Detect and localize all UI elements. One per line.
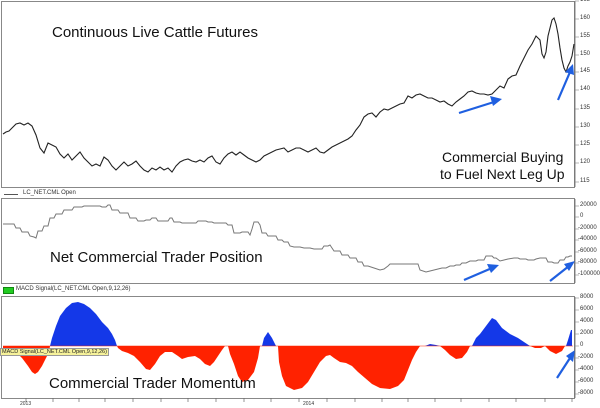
- position-legend-label: LC_NET.CML Open: [23, 190, 76, 196]
- y-tick-label: 120: [580, 159, 591, 165]
- y-tick-label: -20000: [578, 225, 597, 231]
- y-tick-label: 165: [580, 0, 591, 3]
- y-tick-label: -80000: [578, 259, 597, 265]
- arrow-icon: [549, 261, 575, 282]
- y-tick-label: -40000: [578, 236, 597, 242]
- y-tick-label: 0: [580, 213, 584, 219]
- y-tick-label: 160: [580, 15, 591, 21]
- y-tick-label: 2000: [580, 330, 594, 336]
- y-tick-label: 125: [580, 141, 591, 147]
- price-panel-title: Continuous Live Cattle Futures: [52, 24, 258, 41]
- price-y-axis: [574, 0, 579, 187]
- arrow-icon: [458, 96, 502, 115]
- price-panel-frame: [1, 1, 575, 188]
- position-panel-frame: [1, 198, 575, 284]
- position-panel-title: Net Commercial Trader Position: [50, 249, 263, 266]
- y-tick-label: -100000: [578, 271, 600, 277]
- y-tick-label: 145: [580, 68, 591, 74]
- y-tick-label: 20000: [580, 202, 597, 208]
- y-tick-label: -60000: [578, 248, 597, 254]
- x-axis: [25, 398, 573, 402]
- x-tick-label-2014: 2014: [303, 401, 315, 407]
- macd-legend-label: MACD Signal(LC_NET.CML Open,9,12,26): [16, 286, 131, 292]
- y-tick-label: 115: [580, 178, 590, 184]
- y-tick-label: 155: [580, 33, 591, 39]
- y-tick-label: -2000: [578, 354, 594, 360]
- price-annotation-line1: Commercial Buying: [442, 149, 564, 165]
- arrow-icon: [556, 350, 575, 379]
- macd-value-tag: MACD Signal(LC_NET.CML Open,9,12,26): [0, 348, 109, 356]
- macd-legend-swatch: [3, 287, 14, 294]
- arrow-icon: [556, 64, 574, 101]
- macd-panel-title: Commercial Trader Momentum: [49, 375, 256, 392]
- y-tick-label: -6000: [578, 378, 594, 384]
- y-tick-label: 140: [580, 86, 591, 92]
- position-legend-swatch: [4, 194, 18, 195]
- y-tick-label: 0: [580, 342, 584, 348]
- y-tick-label: 4000: [580, 318, 594, 324]
- arrow-icon: [463, 264, 499, 282]
- position-y-axis: [574, 199, 579, 283]
- y-tick-label: 130: [580, 123, 591, 129]
- macd-positive-area: [50, 302, 572, 346]
- y-tick-label: 135: [580, 105, 591, 111]
- y-tick-label: 6000: [580, 306, 594, 312]
- y-tick-label: 8000: [580, 294, 594, 300]
- macd-y-axis: [574, 297, 579, 398]
- x-tick-label-2013: 2013: [20, 401, 32, 407]
- price-line: [2, 16, 575, 173]
- y-tick-label: -8000: [578, 390, 594, 396]
- y-tick-label: -4000: [578, 366, 594, 372]
- y-tick-label: 150: [580, 51, 591, 57]
- price-annotation-line2: to Fuel Next Leg Up: [440, 166, 565, 182]
- position-line: [3, 204, 572, 273]
